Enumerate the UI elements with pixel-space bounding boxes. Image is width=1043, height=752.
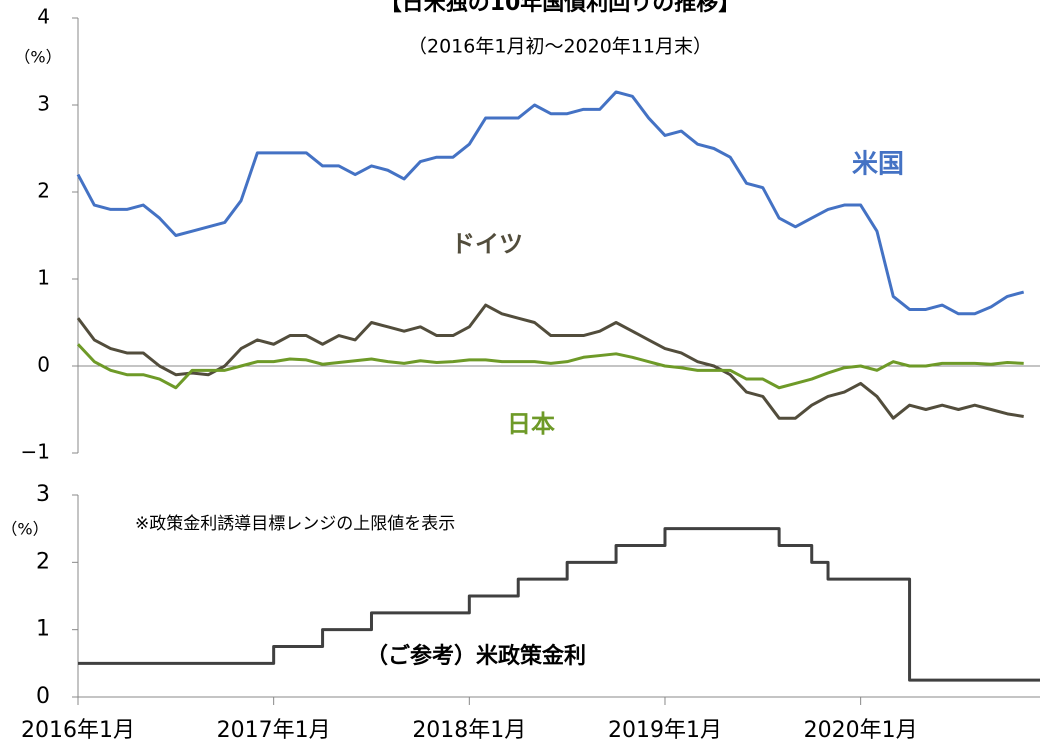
note: ※政策金利誘導目標レンジの上限値を表示 — [135, 514, 455, 534]
y-tick-label: 2 — [36, 549, 50, 574]
y-tick-label: 4 — [37, 5, 50, 29]
series-label: ドイツ — [451, 230, 523, 258]
y-unit: （%） — [1, 520, 48, 539]
x-tick-label: 2016年1月 — [21, 718, 135, 743]
chart-subtitle: （2016年1月初～2020年11月末） — [408, 36, 712, 58]
y-unit: （%） — [14, 48, 61, 67]
x-tick-label: 2019年1月 — [608, 718, 722, 743]
y-tick-label: 3 — [36, 482, 50, 507]
series-line — [76, 90, 1025, 316]
series-label: （ご参考）米政策金利 — [366, 643, 586, 669]
series-line — [76, 303, 1024, 420]
y-tick-label: 1 — [37, 266, 50, 290]
x-tick-label: 2018年1月 — [412, 718, 526, 743]
y-tick-label: 2 — [37, 179, 50, 203]
chart-title: 【日米独の10年国債利回りの推移】 — [380, 0, 741, 16]
x-tick-label: 2020年1月 — [804, 718, 918, 743]
series-line — [76, 343, 1024, 390]
y-tick-label: 3 — [37, 92, 50, 116]
x-tick-label: 2017年1月 — [217, 718, 331, 743]
series-label: 日本 — [507, 410, 555, 438]
y-tick-label: −1 — [21, 440, 50, 464]
series-line — [78, 527, 1040, 682]
y-tick-label: 0 — [36, 684, 50, 709]
y-tick-label: 1 — [36, 617, 50, 642]
series-label: 米国 — [852, 150, 904, 180]
y-tick-label: 0 — [37, 353, 50, 377]
